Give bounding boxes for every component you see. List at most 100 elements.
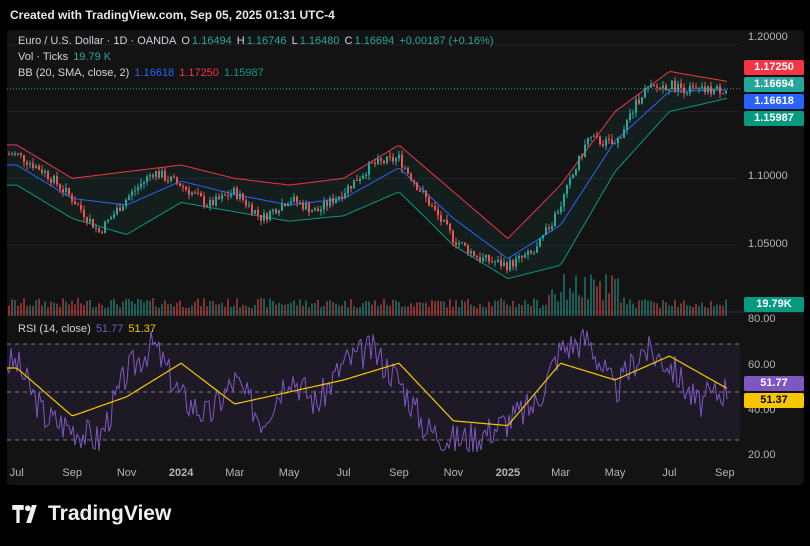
volume-bar bbox=[602, 300, 604, 316]
candle-body bbox=[704, 86, 706, 93]
candle-body bbox=[218, 196, 220, 200]
volume-bar bbox=[332, 302, 334, 316]
candle-body bbox=[98, 227, 100, 232]
candle-body bbox=[92, 218, 94, 228]
volume-bar bbox=[191, 305, 193, 316]
candle-body bbox=[413, 180, 415, 183]
candle-body bbox=[74, 201, 76, 205]
x-tick-label: Mar bbox=[225, 467, 244, 479]
candle-body bbox=[155, 171, 157, 177]
candle-body bbox=[455, 242, 457, 245]
volume-bar bbox=[314, 303, 316, 316]
volume-bar bbox=[326, 301, 328, 316]
volume-bar bbox=[281, 304, 283, 316]
volume-bar bbox=[686, 305, 688, 316]
x-tick-label: May bbox=[605, 467, 626, 479]
volume-bar bbox=[131, 301, 133, 316]
candle-body bbox=[593, 135, 595, 137]
candle-body bbox=[29, 163, 31, 165]
volume-bar bbox=[263, 298, 265, 316]
candle-body bbox=[140, 183, 142, 188]
volume-bar bbox=[704, 306, 706, 316]
bb-upper-line bbox=[7, 70, 728, 240]
candle-body bbox=[323, 201, 325, 210]
candle-body bbox=[719, 86, 721, 94]
price-legend: Euro / U.S. Dollar · 1D · OANDA O 1.16494… bbox=[18, 35, 495, 47]
x-tick-label: Sep bbox=[389, 467, 409, 479]
volume-bar bbox=[488, 301, 490, 316]
x-tick-label: Jul bbox=[662, 467, 676, 479]
volume-bar bbox=[101, 305, 103, 316]
candle-body bbox=[662, 85, 664, 89]
volume-bar bbox=[698, 306, 700, 316]
rsi-ma-value: 51.37 bbox=[128, 323, 156, 335]
volume-bar bbox=[485, 307, 487, 316]
volume-bar bbox=[611, 275, 613, 316]
volume-bar bbox=[104, 307, 106, 316]
volume-bar bbox=[482, 306, 484, 316]
volume-bar bbox=[518, 303, 520, 316]
volume-bar bbox=[455, 299, 457, 316]
volume-bar bbox=[533, 298, 535, 316]
candle-body bbox=[584, 144, 586, 158]
volume-bar bbox=[293, 300, 295, 316]
candle-body bbox=[173, 176, 175, 178]
volume-bar bbox=[44, 301, 46, 316]
volume-bar bbox=[107, 306, 109, 316]
candle-body bbox=[632, 112, 634, 114]
volume-bar bbox=[494, 300, 496, 316]
candle-body bbox=[269, 211, 271, 221]
candle-body bbox=[677, 83, 679, 92]
candle-body bbox=[596, 135, 598, 137]
volume-bar bbox=[701, 302, 703, 316]
candle-body bbox=[242, 193, 244, 201]
volume-bar bbox=[422, 302, 424, 316]
volume-bar bbox=[41, 305, 43, 316]
volume-bar bbox=[431, 300, 433, 316]
volume-bar bbox=[614, 279, 616, 316]
tradingview-logo[interactable]: TradingView bbox=[12, 502, 171, 526]
candle-body bbox=[587, 137, 589, 145]
volume-bar bbox=[119, 307, 121, 316]
volume-bar bbox=[11, 299, 13, 316]
candle-body bbox=[473, 251, 475, 257]
volume-bar bbox=[551, 289, 553, 316]
candle-body bbox=[608, 138, 610, 140]
candle-body bbox=[701, 86, 703, 89]
candle-body bbox=[437, 209, 439, 216]
candle-body bbox=[266, 213, 268, 221]
candle-body bbox=[347, 186, 349, 194]
candle-body bbox=[653, 84, 655, 87]
candle-body bbox=[35, 165, 37, 168]
candle-body bbox=[119, 207, 121, 211]
volume-bar bbox=[167, 304, 169, 316]
volume-bar bbox=[239, 307, 241, 316]
volume-bar bbox=[458, 307, 460, 316]
volume-bar bbox=[449, 298, 451, 316]
volume-bar bbox=[35, 300, 37, 316]
chart-canvas[interactable]: Jul Sep Nov 2024 Mar May Jul Sep Nov 2025 Mar May Ju… bbox=[7, 30, 804, 485]
volume-value: 19.79 K bbox=[73, 51, 112, 63]
volume-bar bbox=[149, 300, 151, 316]
volume-bar bbox=[224, 306, 226, 316]
candle-body bbox=[32, 163, 34, 168]
candle-body bbox=[122, 206, 124, 211]
candle-body bbox=[200, 193, 202, 197]
candle-body bbox=[212, 199, 214, 206]
volume-bar bbox=[443, 301, 445, 316]
candle-body bbox=[158, 171, 160, 178]
volume-bar bbox=[221, 302, 223, 316]
volume-bar bbox=[134, 303, 136, 316]
volume-bar bbox=[608, 293, 610, 316]
candle-body bbox=[440, 215, 442, 222]
candle-body bbox=[290, 201, 292, 204]
candle-body bbox=[599, 136, 601, 145]
volume-bar bbox=[629, 299, 631, 316]
candle-body bbox=[542, 234, 544, 239]
candle-body bbox=[371, 162, 373, 164]
volume-bar bbox=[92, 307, 94, 316]
volume-bar bbox=[68, 304, 70, 316]
chart-frame[interactable]: Jul Sep Nov 2024 Mar May Jul Sep Nov 2025 Mar May Ju… bbox=[7, 30, 804, 485]
volume-bar bbox=[554, 294, 556, 316]
candle-body bbox=[389, 156, 391, 158]
